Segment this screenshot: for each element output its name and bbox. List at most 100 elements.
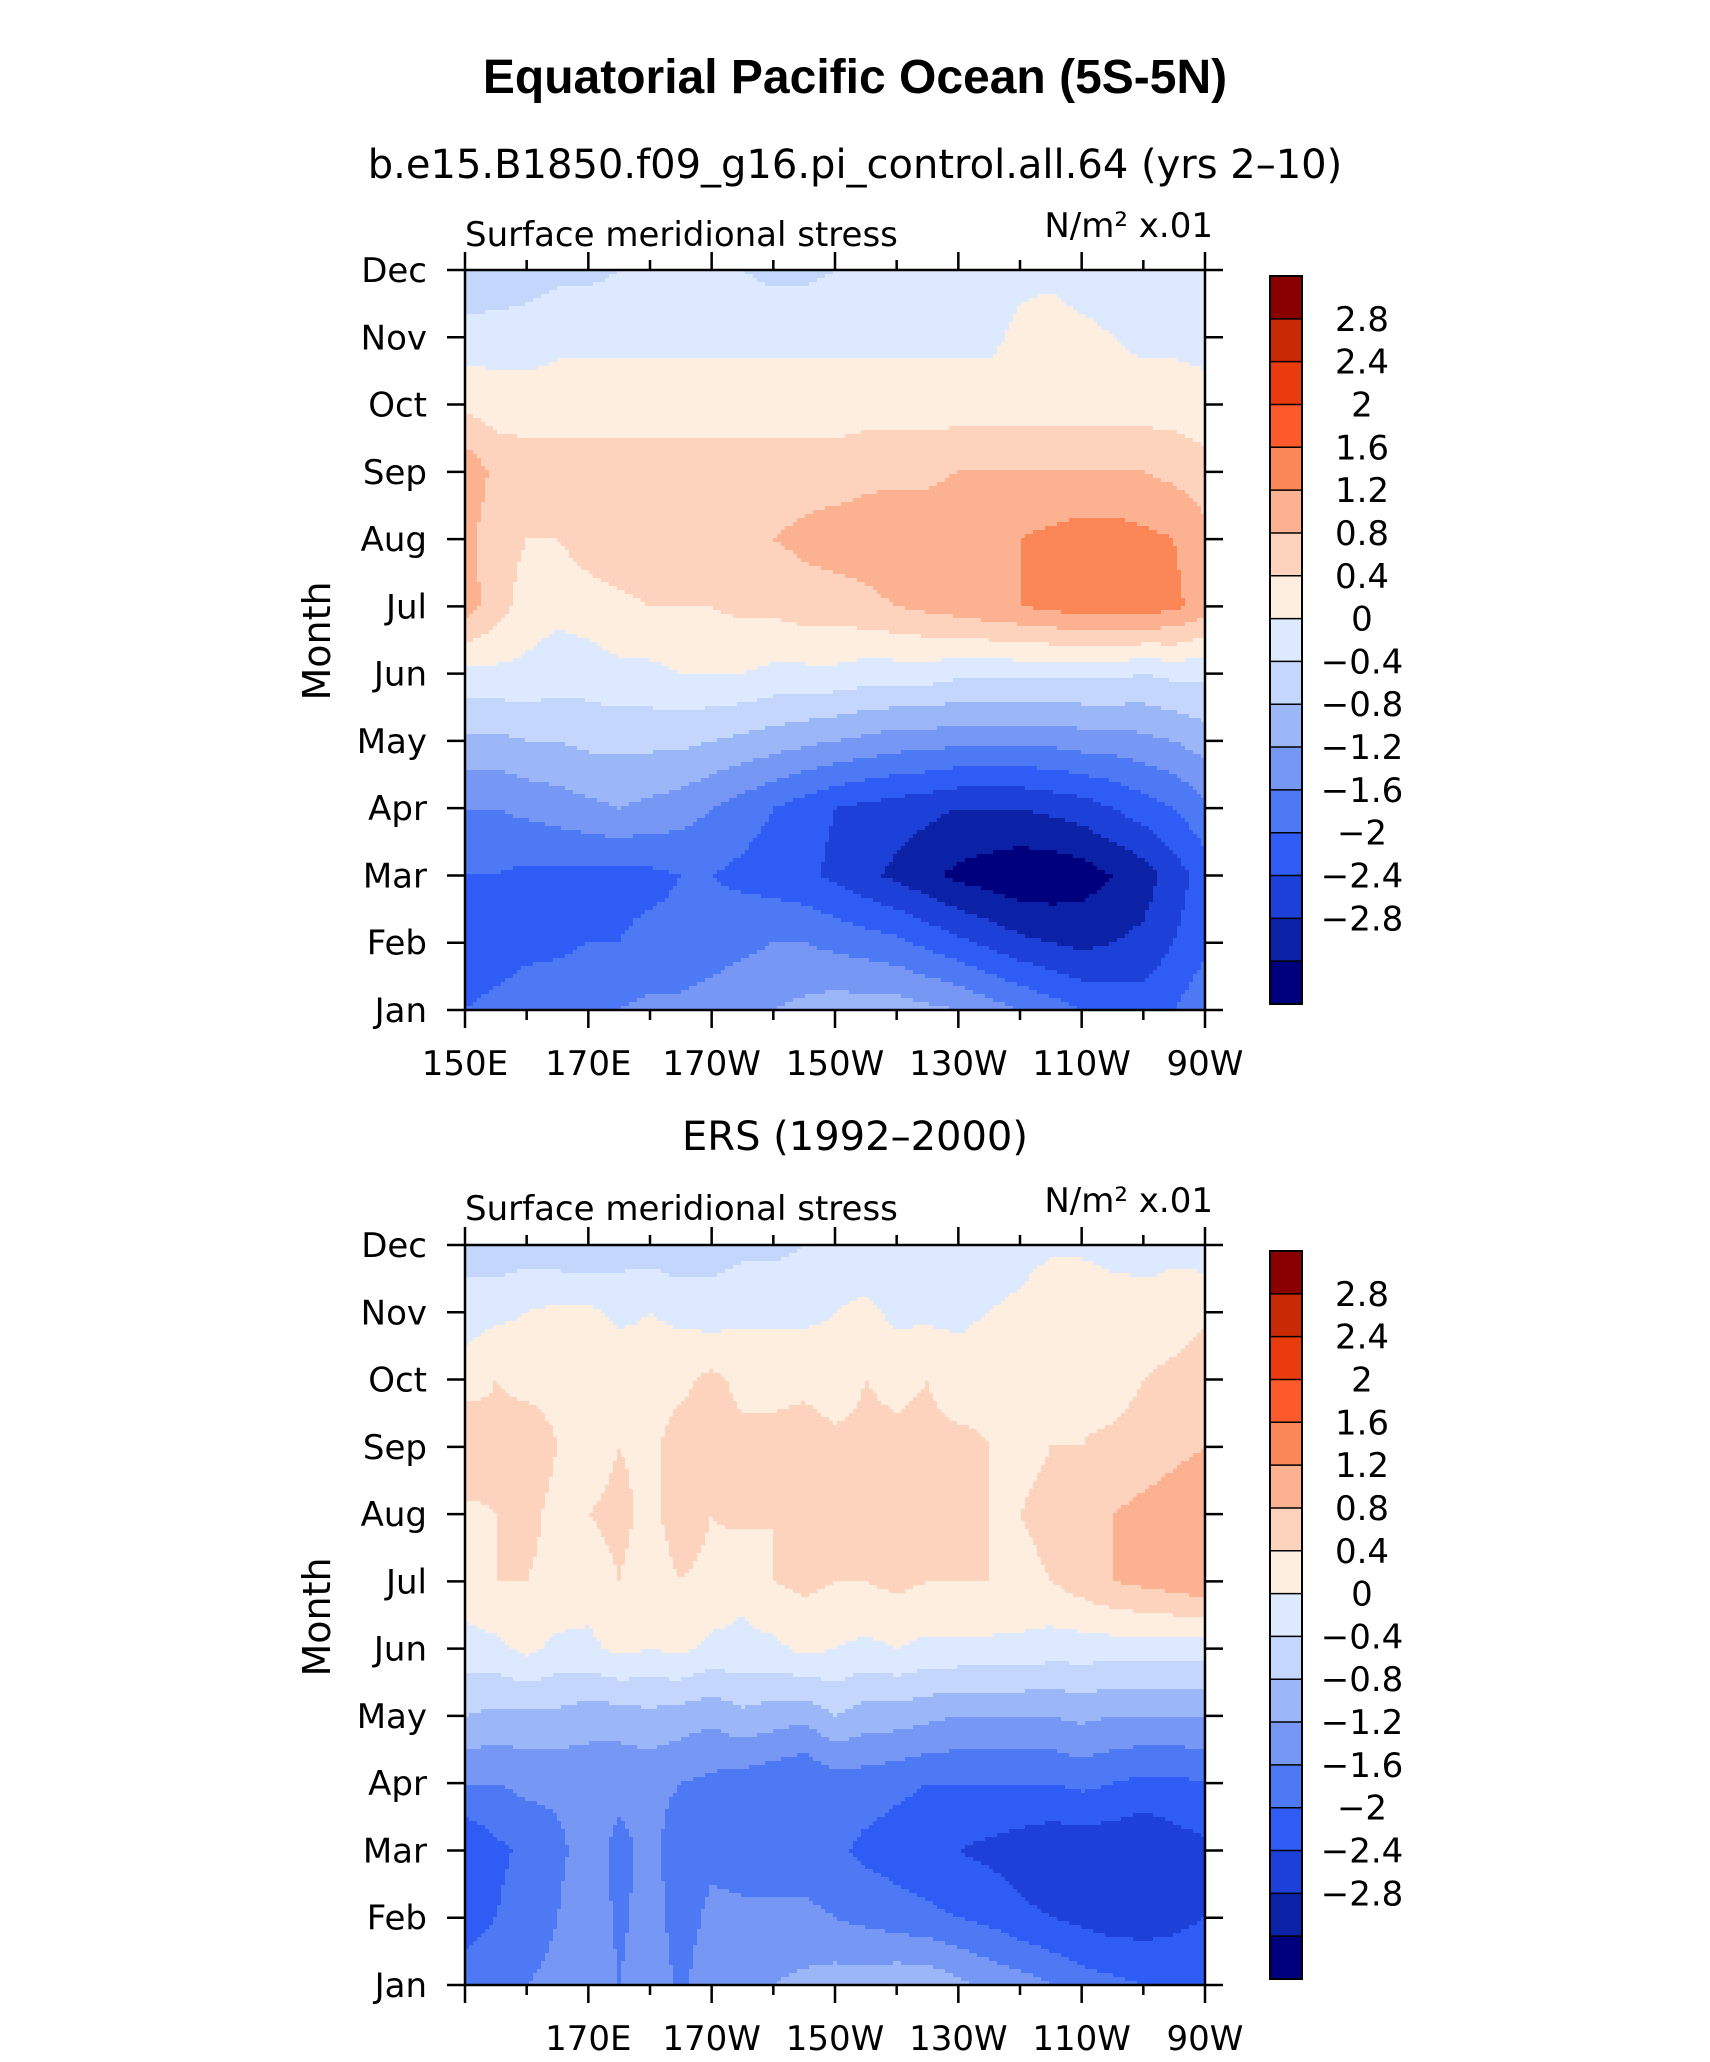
contour-cell bbox=[1001, 278, 1006, 283]
contour-cell bbox=[533, 274, 538, 279]
contour-cell bbox=[877, 326, 882, 331]
contour-cell bbox=[609, 314, 614, 319]
contour-cell bbox=[601, 298, 606, 303]
contour-cell bbox=[1101, 290, 1106, 295]
contour-cell bbox=[813, 278, 818, 283]
contour-cell bbox=[621, 290, 626, 295]
contour-cell bbox=[649, 274, 654, 279]
contour-cell bbox=[1037, 294, 1042, 299]
contour-cell bbox=[513, 310, 518, 315]
contour-cell bbox=[821, 314, 826, 319]
contour-cell bbox=[1101, 286, 1106, 291]
contour-cell bbox=[1005, 310, 1010, 315]
contour-cell bbox=[881, 326, 886, 331]
contour-cell bbox=[709, 326, 714, 331]
contour-cell bbox=[777, 314, 782, 319]
contour-cell bbox=[641, 318, 646, 323]
contour-cell bbox=[745, 274, 750, 279]
contour-cell bbox=[1085, 310, 1090, 315]
contour-cell bbox=[861, 282, 866, 287]
contour-cell bbox=[1109, 322, 1114, 327]
contour-cell bbox=[669, 310, 674, 315]
contour-cell bbox=[1141, 274, 1146, 279]
contour-cell bbox=[1037, 322, 1042, 327]
contour-cell bbox=[541, 306, 546, 311]
contour-cell bbox=[769, 298, 774, 303]
contour-cell bbox=[473, 294, 478, 299]
contour-cell bbox=[1021, 274, 1026, 279]
contour-cell bbox=[1077, 274, 1082, 279]
contour-cell bbox=[989, 294, 994, 299]
contour-cell bbox=[809, 294, 814, 299]
contour-cell bbox=[545, 294, 550, 299]
contour-cell bbox=[1109, 298, 1114, 303]
contour-cell bbox=[529, 298, 534, 303]
contour-cell bbox=[853, 286, 858, 291]
contour-cell bbox=[601, 310, 606, 315]
contour-cell bbox=[589, 298, 594, 303]
contour-cell bbox=[593, 310, 598, 315]
contour-cell bbox=[893, 298, 898, 303]
contour-cell bbox=[793, 290, 798, 295]
contour-cell bbox=[673, 274, 678, 279]
contour-cell bbox=[765, 314, 770, 319]
contour-cell bbox=[1041, 318, 1046, 323]
contour-cell bbox=[857, 298, 862, 303]
contour-cell bbox=[937, 278, 942, 283]
contour-cell bbox=[501, 274, 506, 279]
contour-cell bbox=[849, 278, 854, 283]
contour-cell bbox=[801, 326, 806, 331]
contour-cell bbox=[1137, 282, 1142, 287]
contour-cell bbox=[613, 286, 618, 291]
contour-cell bbox=[589, 310, 594, 315]
contour-cell bbox=[1133, 290, 1138, 295]
contour-cell bbox=[837, 298, 842, 303]
contour-cell bbox=[485, 326, 490, 331]
contour-cell bbox=[561, 278, 566, 283]
contour-cell bbox=[701, 286, 706, 291]
contour-cell bbox=[821, 322, 826, 327]
contour-cell bbox=[1197, 318, 1202, 323]
contour-cell bbox=[1149, 314, 1154, 319]
contour-cell bbox=[1129, 278, 1134, 283]
contour-cell bbox=[673, 282, 678, 287]
contour-cell bbox=[493, 306, 498, 311]
contour-cell bbox=[1141, 290, 1146, 295]
contour-cell bbox=[1081, 298, 1086, 303]
contour-cell bbox=[913, 306, 918, 311]
contour-cell bbox=[525, 294, 530, 299]
contour-cell bbox=[949, 290, 954, 295]
contour-cell bbox=[977, 294, 982, 299]
contour-cell bbox=[669, 282, 674, 287]
contour-cell bbox=[1189, 298, 1194, 303]
contour-cell bbox=[1005, 278, 1010, 283]
contour-cell bbox=[705, 322, 710, 327]
contour-cell bbox=[1117, 314, 1122, 319]
contour-cell bbox=[725, 326, 730, 331]
contour-cell bbox=[713, 294, 718, 299]
contour-cell bbox=[1057, 298, 1062, 303]
contour-cell bbox=[917, 322, 922, 327]
contour-cell bbox=[977, 274, 982, 279]
contour-cell bbox=[733, 302, 738, 307]
contour-cell bbox=[1041, 326, 1046, 331]
contour-cell bbox=[981, 286, 986, 291]
contour-cell bbox=[1061, 314, 1066, 319]
contour-cell bbox=[741, 322, 746, 327]
contour-cell bbox=[605, 318, 610, 323]
contour-cell bbox=[969, 298, 974, 303]
contour-cell bbox=[769, 278, 774, 283]
contour-cell bbox=[941, 310, 946, 315]
contour-cell bbox=[785, 314, 790, 319]
contour-cell bbox=[1165, 286, 1170, 291]
contour-cell bbox=[785, 278, 790, 283]
contour-cell bbox=[797, 310, 802, 315]
contour-cell bbox=[1065, 322, 1070, 327]
contour-cell bbox=[749, 294, 754, 299]
contour-cell bbox=[1081, 278, 1086, 283]
contour-cell bbox=[605, 302, 610, 307]
contour-cell bbox=[757, 278, 762, 283]
contour-cell bbox=[1113, 310, 1118, 315]
contour-cell bbox=[805, 322, 810, 327]
contour-cell bbox=[765, 298, 770, 303]
